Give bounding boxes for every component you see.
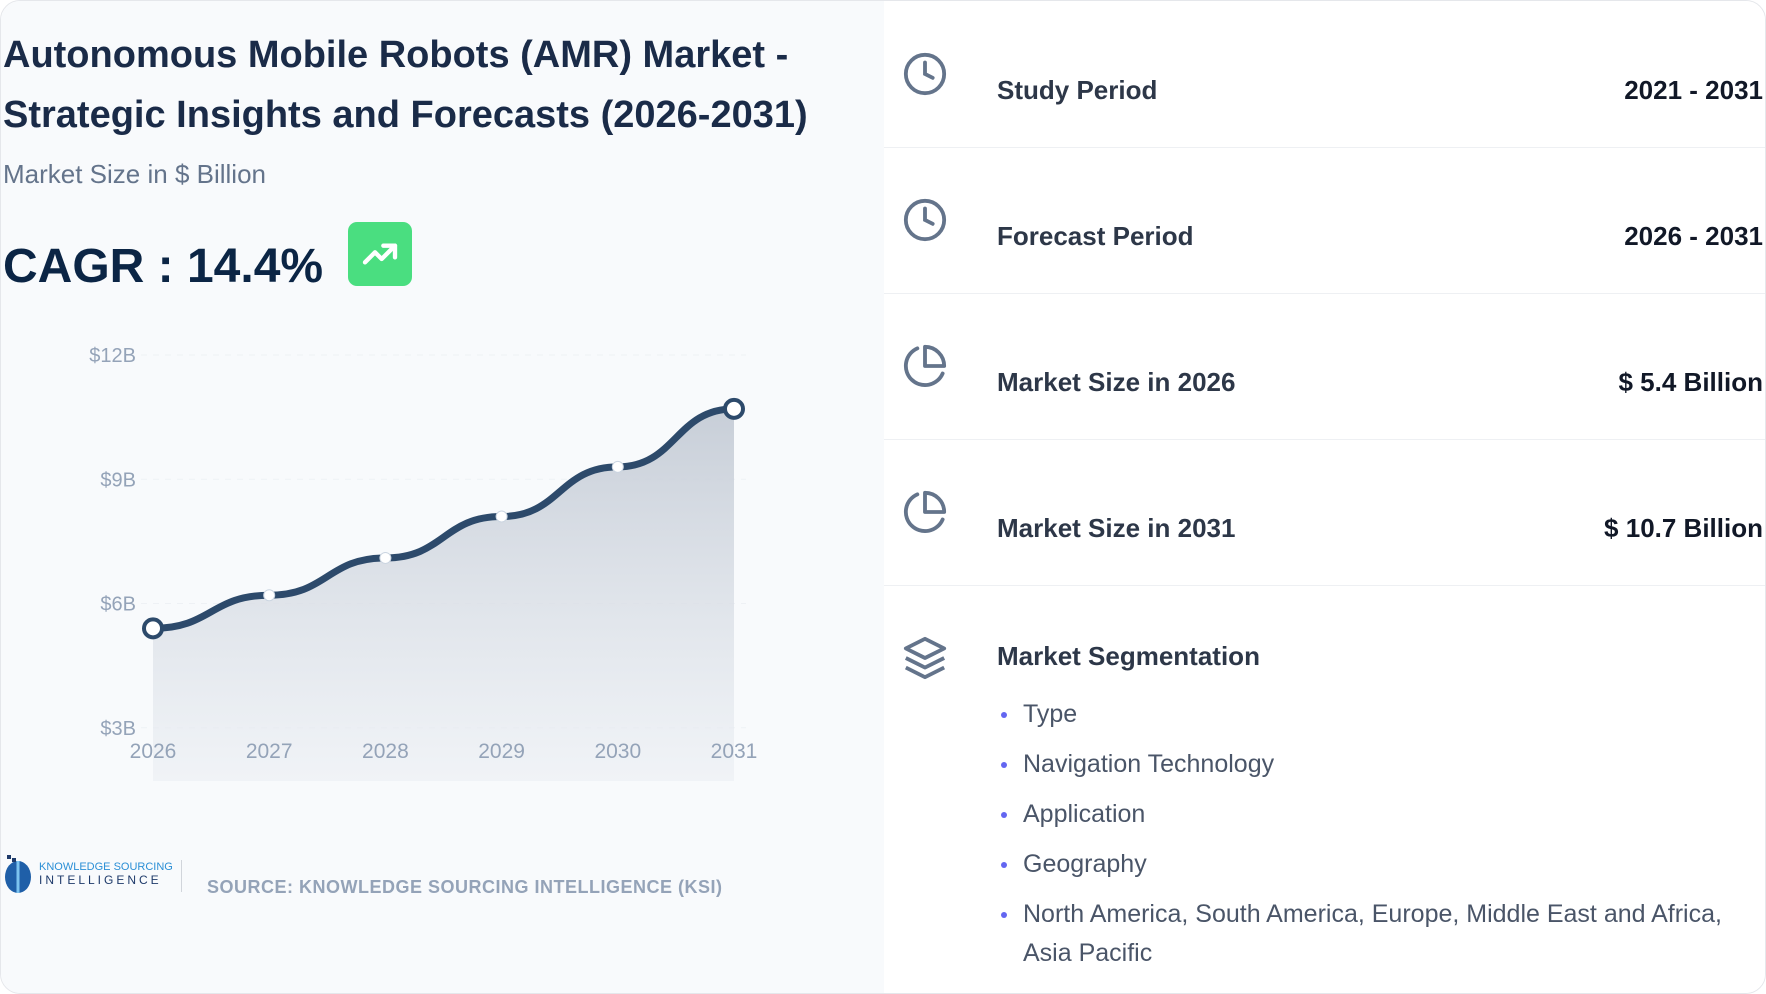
layers-icon — [903, 636, 947, 680]
segment-item: Type — [997, 695, 1765, 734]
segmentation-list: Type Navigation Technology Application G… — [997, 695, 1765, 984]
details-panel: Study Period 2021 - 2031 Forecast Period… — [884, 1, 1765, 993]
data-point — [263, 589, 276, 602]
chart-panel: Autonomous Mobile Robots (AMR) Market - … — [1, 1, 884, 993]
pie-chart-icon — [903, 490, 947, 533]
trending-up-badge — [348, 222, 412, 286]
data-point — [723, 397, 745, 420]
detail-value: $ 5.4 Billion — [1618, 367, 1764, 397]
source-text: SOURCE: KNOWLEDGE SOURCING INTELLIGENCE … — [207, 877, 723, 897]
x-tick-label: 2028 — [362, 740, 409, 763]
y-tick-label: $6B — [100, 594, 136, 616]
detail-row-market-size-2026: Market Size in 2026 $ 5.4 Billion — [884, 293, 1765, 440]
logo-line1: KNOWLEDGE SOURCING — [39, 861, 173, 873]
y-tick-label: $12B — [89, 345, 136, 367]
segment-item: Geography — [997, 845, 1765, 884]
x-tick-label: 2029 — [478, 740, 525, 763]
detail-value: 2021 - 2031 — [1624, 75, 1763, 105]
pie-chart-icon — [903, 344, 947, 387]
detail-row-forecast-period: Forecast Period 2026 - 2031 — [884, 147, 1765, 294]
chart-subtitle: Market Size in $ Billion — [3, 159, 266, 189]
segmentation-title: Market Segmentation — [997, 641, 1260, 671]
segment-item: Navigation Technology — [997, 745, 1765, 784]
detail-label: Study Period — [997, 75, 1158, 105]
x-tick-label: 2026 — [130, 740, 177, 763]
y-tick-label: $9B — [100, 469, 136, 491]
detail-row-market-size-2031: Market Size in 2031 $ 10.7 Billion — [884, 439, 1765, 586]
x-tick-label: 2031 — [711, 740, 758, 763]
detail-row-study-period: Study Period 2021 - 2031 — [884, 1, 1765, 148]
segment-item: North America, South America, Europe, Mi… — [997, 895, 1765, 973]
series-line — [149, 405, 738, 632]
detail-value: 2026 - 2031 — [1624, 221, 1763, 251]
cagr-value: CAGR : 14.4% — [3, 240, 324, 293]
detail-label: Market Size in 2026 — [997, 367, 1236, 397]
data-point — [379, 551, 392, 564]
x-tick-label: 2030 — [594, 740, 641, 763]
data-point — [495, 510, 508, 523]
clock-icon — [903, 198, 947, 242]
detail-label: Forecast Period — [997, 221, 1194, 251]
x-tick-label: 2027 — [246, 740, 293, 763]
data-point — [142, 617, 164, 640]
footer-divider — [181, 860, 182, 892]
logo-line2: INTELLIGENCE — [39, 873, 162, 887]
page-title: Autonomous Mobile Robots (AMR) Market - … — [3, 34, 808, 136]
segment-item: Application — [997, 795, 1765, 834]
ksi-logo-icon — [5, 855, 31, 893]
ksi-logo: KNOWLEDGE SOURCING INTELLIGENCE — [3, 853, 173, 895]
data-point — [611, 460, 624, 473]
detail-value: $ 10.7 Billion — [1604, 513, 1763, 543]
clock-icon — [903, 52, 947, 96]
detail-label: Market Size in 2031 — [997, 513, 1236, 543]
y-tick-label: $3B — [100, 718, 136, 740]
trending-up-icon — [362, 243, 398, 265]
area-fill — [153, 408, 734, 781]
